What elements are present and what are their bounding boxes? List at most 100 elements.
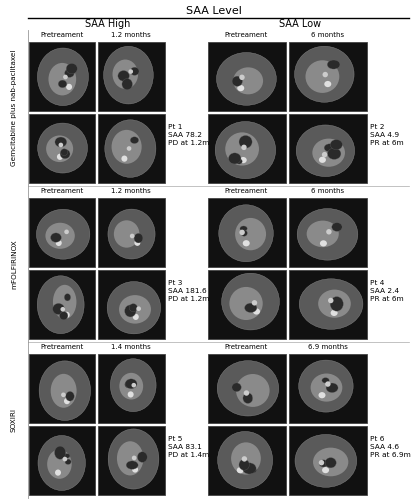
Ellipse shape [238,136,252,148]
Text: SAA High: SAA High [85,19,130,29]
Circle shape [318,460,323,466]
Ellipse shape [294,434,356,488]
Text: SAA Level: SAA Level [185,6,241,16]
Ellipse shape [47,450,71,479]
Bar [29,426,95,495]
Ellipse shape [321,378,328,383]
Ellipse shape [221,273,279,330]
Ellipse shape [59,312,68,320]
Ellipse shape [122,78,132,90]
Ellipse shape [318,392,325,398]
Ellipse shape [111,130,141,164]
Ellipse shape [238,460,249,470]
Ellipse shape [64,294,71,301]
Ellipse shape [116,442,143,476]
Ellipse shape [66,84,72,90]
Ellipse shape [37,276,84,334]
Circle shape [239,74,244,80]
Ellipse shape [324,458,335,468]
Bar [98,42,165,111]
Ellipse shape [326,60,339,69]
Ellipse shape [330,310,337,316]
Bar [29,354,95,423]
Ellipse shape [110,359,156,412]
Ellipse shape [236,467,243,473]
Ellipse shape [242,240,249,246]
Ellipse shape [119,373,143,400]
Ellipse shape [239,157,246,163]
Text: 1.4 months: 1.4 months [111,344,151,350]
Ellipse shape [127,392,133,398]
Ellipse shape [323,144,334,152]
Ellipse shape [48,63,76,96]
Bar [98,114,165,183]
Text: Pretreament: Pretreament [224,32,268,38]
Bar [29,114,95,183]
Ellipse shape [38,123,87,173]
Ellipse shape [306,220,338,247]
Bar [207,114,285,183]
Ellipse shape [235,158,242,164]
Text: Pretreament: Pretreament [40,344,83,350]
Text: Pretreament: Pretreament [40,188,83,194]
Circle shape [241,456,247,462]
Ellipse shape [107,282,160,334]
Ellipse shape [218,205,273,262]
Circle shape [62,456,67,462]
Ellipse shape [39,361,90,420]
Ellipse shape [330,296,342,311]
Circle shape [131,383,136,388]
Bar [29,42,95,111]
Circle shape [63,74,68,80]
Ellipse shape [124,305,136,317]
Ellipse shape [50,374,76,408]
Bar [288,426,366,495]
Ellipse shape [297,208,357,260]
Bar [288,114,366,183]
Ellipse shape [119,295,151,324]
Ellipse shape [121,156,127,162]
Ellipse shape [249,468,256,473]
Text: 1.2 months: 1.2 months [111,32,151,38]
Text: Gemcitabine plus nab-paclitaxel: Gemcitabine plus nab-paclitaxel [11,50,17,166]
Bar [207,354,285,423]
Text: 6 months: 6 months [310,32,343,38]
Circle shape [126,146,131,151]
Ellipse shape [55,137,66,147]
Ellipse shape [242,393,252,404]
Text: SAA Low: SAA Low [278,19,320,29]
Ellipse shape [244,303,256,312]
Ellipse shape [64,69,74,78]
Ellipse shape [217,360,278,416]
Bar [288,354,366,423]
Ellipse shape [66,392,74,401]
Ellipse shape [240,230,247,236]
Ellipse shape [56,240,62,246]
Ellipse shape [118,70,129,81]
Ellipse shape [295,125,354,176]
Circle shape [251,300,256,306]
Bar [288,42,366,111]
Circle shape [324,382,330,387]
Circle shape [128,69,133,74]
Ellipse shape [323,81,330,87]
Ellipse shape [134,234,142,243]
Bar [288,198,366,267]
Ellipse shape [37,48,88,106]
Ellipse shape [216,52,275,106]
Circle shape [58,142,63,148]
Ellipse shape [65,459,71,464]
Bar [207,426,285,495]
Ellipse shape [124,382,131,388]
Ellipse shape [114,220,139,248]
Ellipse shape [318,290,350,318]
Ellipse shape [305,60,339,93]
Bar [98,198,165,267]
Circle shape [325,229,331,234]
Text: Pretreament: Pretreament [40,32,83,38]
Bar [98,270,165,339]
Text: 6.9 months: 6.9 months [307,344,347,350]
Ellipse shape [232,76,242,86]
Text: Pretreament: Pretreament [224,188,268,194]
Circle shape [64,230,69,234]
